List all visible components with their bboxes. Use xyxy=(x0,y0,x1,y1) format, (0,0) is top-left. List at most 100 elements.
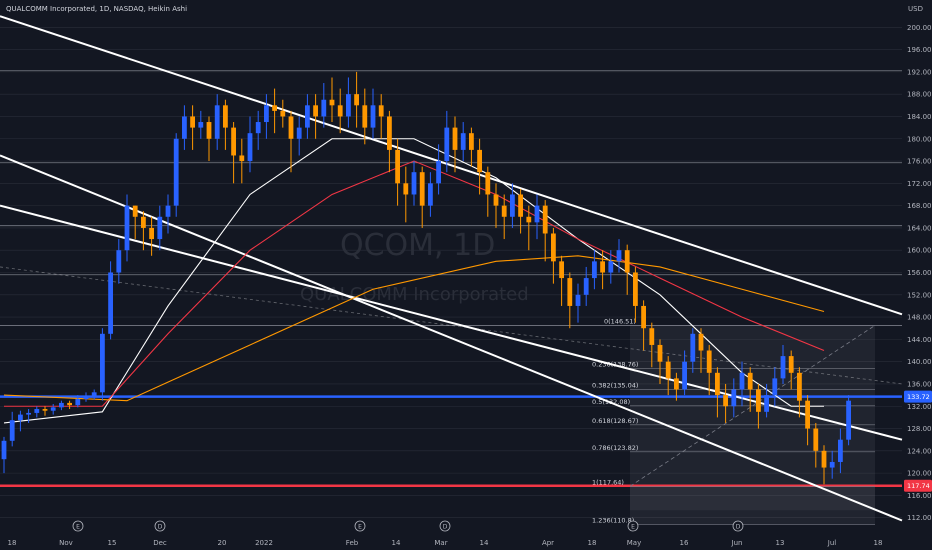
candle-body xyxy=(723,395,728,407)
candle-body xyxy=(821,450,827,468)
candle-body xyxy=(305,105,310,128)
candle-body xyxy=(460,133,466,150)
y-tick-label: 168.00 xyxy=(907,202,932,210)
candle-body xyxy=(772,378,778,396)
candle-body xyxy=(739,372,745,390)
fib-zone-lower xyxy=(630,486,875,511)
candle-body xyxy=(149,227,154,240)
y-tick-label: 136.00 xyxy=(907,380,932,388)
currency-label: USD xyxy=(908,5,923,13)
candle-body xyxy=(9,420,15,441)
candle-body xyxy=(583,278,589,295)
candle-body xyxy=(124,205,130,251)
candle-body xyxy=(682,361,687,390)
x-tick-label: 14 xyxy=(392,539,401,547)
x-tick-label: 18 xyxy=(8,539,17,547)
candle-body xyxy=(337,105,343,117)
y-tick-label: 180.00 xyxy=(907,135,932,143)
candle-body xyxy=(805,400,810,429)
y-axis[interactable]: 112.00 116.00 120.00 124.00 128.00 132.00 136.… xyxy=(907,24,932,522)
candle-body xyxy=(59,402,64,408)
candle-body xyxy=(510,194,515,217)
y-tick-label: 200.00 xyxy=(907,24,932,32)
candle-body xyxy=(559,261,564,279)
candle-body xyxy=(346,94,351,117)
candle-body xyxy=(428,183,433,206)
candle-body xyxy=(715,372,720,396)
price-badge xyxy=(904,479,932,492)
candle-body xyxy=(264,105,269,123)
candle-body xyxy=(797,372,802,401)
candle-body xyxy=(108,272,113,334)
x-axis[interactable]: 18 Nov 15 Dec 20 2022 Feb 14 Mar 14 Apr 18 May 16 Jun 1… xyxy=(8,539,883,547)
fib-label: 0.618(128.67) xyxy=(592,417,638,425)
y-tick-label: 176.00 xyxy=(907,158,932,166)
candle-body xyxy=(378,105,384,117)
fib-label: 1(117.64) xyxy=(592,478,624,486)
candle-body xyxy=(223,105,228,128)
trendline xyxy=(0,266,903,385)
y-tick-label: 156.00 xyxy=(907,269,932,277)
candle-body xyxy=(534,205,540,223)
y-tick-label: 112.00 xyxy=(907,514,932,522)
candle-body xyxy=(756,389,761,412)
candle-body xyxy=(206,122,212,139)
candle-body xyxy=(157,216,163,240)
trendline xyxy=(0,15,903,316)
candle-body xyxy=(813,428,819,451)
candle-body xyxy=(477,149,482,173)
candle-body xyxy=(698,333,704,351)
candle-body xyxy=(67,402,72,406)
x-tick-label: 2022 xyxy=(255,539,273,547)
candle-body xyxy=(132,205,138,217)
chart-title: QUALCOMM Incorporated, 1D, NASDAQ, Heiki… xyxy=(6,5,187,13)
y-tick-label: 152.00 xyxy=(907,291,932,299)
candle-body xyxy=(18,414,23,421)
candle-body xyxy=(141,216,146,228)
x-tick-label: 20 xyxy=(218,539,227,547)
event-marker xyxy=(354,520,366,532)
trendlines xyxy=(0,15,903,522)
candle-body xyxy=(657,344,663,362)
fib-label: 1.236(110.8) xyxy=(592,516,634,524)
candle-body xyxy=(592,261,597,279)
candle-body xyxy=(403,183,409,195)
candle-body xyxy=(42,409,48,411)
candle-body xyxy=(100,333,105,393)
candle-body xyxy=(34,409,40,413)
x-tick-label: 15 xyxy=(108,539,117,547)
price-badges: 133.72 117.74 xyxy=(904,390,932,492)
candle-body xyxy=(329,99,335,106)
candle-body xyxy=(501,205,507,217)
candle-body xyxy=(846,400,851,440)
fib-label: 0.786(123.82) xyxy=(592,444,638,452)
watermark-name: QUALCOMM Incorporated xyxy=(300,284,529,305)
candle-body xyxy=(83,396,89,400)
candle-body xyxy=(296,127,302,139)
y-tick-label: 144.00 xyxy=(907,336,932,344)
candle-body xyxy=(255,122,261,134)
price-badge xyxy=(904,390,932,403)
y-tick-label: 132.00 xyxy=(907,403,932,411)
candle-body xyxy=(354,94,359,106)
candle-body xyxy=(182,116,187,139)
x-tick-label: Apr xyxy=(542,539,554,547)
candle-body xyxy=(567,278,573,306)
candle-body xyxy=(288,116,294,139)
horizontal-levels xyxy=(0,70,902,487)
x-tick-label: Mar xyxy=(434,539,447,547)
x-tick-label: Nov xyxy=(59,539,73,547)
event-marker xyxy=(154,520,166,532)
y-tick-label: 192.00 xyxy=(907,68,932,76)
candle-body xyxy=(633,272,638,306)
candle-body xyxy=(665,361,671,379)
event-label: D xyxy=(736,524,741,531)
candle-body xyxy=(788,356,794,373)
y-tick-label: 140.00 xyxy=(907,358,932,366)
x-tick-label: May xyxy=(627,539,641,547)
y-tick-label: 164.00 xyxy=(907,224,932,232)
watermark: QCOM, 1D QUALCOMM Incorporated xyxy=(300,228,529,305)
